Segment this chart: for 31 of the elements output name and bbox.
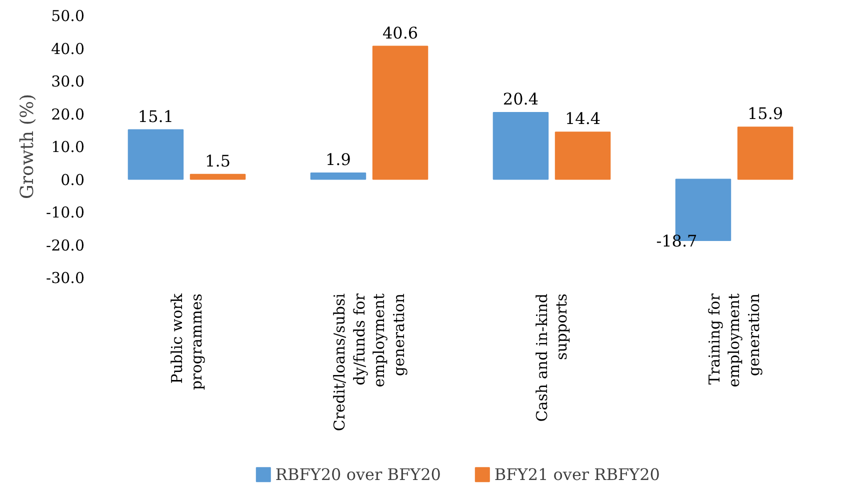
data-label: 1.5	[205, 151, 231, 170]
legend-label: RBFY20 over BFY20	[275, 465, 441, 484]
x-tick-label: Public work programmes	[168, 292, 206, 390]
data-label: 15.9	[747, 104, 784, 124]
data-label: 14.4	[564, 109, 601, 128]
data-label: 15.1	[138, 106, 174, 126]
y-tick-label: 50.0	[51, 7, 85, 25]
y-tick-label: -10.0	[46, 204, 84, 222]
y-axis-title: Growth (%)	[17, 94, 38, 199]
y-tick-label: 30.0	[51, 72, 85, 90]
legend-label: BFY21 over RBFY20	[494, 465, 660, 484]
y-tick-label: -30.0	[46, 269, 84, 287]
bar	[190, 174, 246, 180]
x-tick-label: Credit/loans/subsi dy/funds for employment generation	[330, 292, 408, 432]
y-tick-label: -20.0	[46, 236, 84, 254]
data-label: 40.6	[382, 23, 418, 42]
bar	[372, 46, 428, 180]
data-label: 1.9	[326, 150, 351, 170]
x-tick-label: Training for employment generation	[705, 292, 764, 388]
y-tick-label: 40.0	[51, 40, 85, 58]
bar	[310, 172, 366, 180]
x-tick-label: Cash and in-kind supports	[532, 293, 571, 422]
y-tick-label: 10.0	[51, 138, 85, 156]
bar	[128, 129, 184, 180]
y-tick-label: 0.0	[60, 170, 85, 189]
data-label: -18.7	[656, 231, 698, 250]
bar	[492, 112, 549, 180]
bar	[737, 126, 794, 180]
data-label: 20.4	[502, 89, 539, 108]
bar	[554, 132, 611, 180]
y-tick-label: 20.0	[51, 105, 85, 124]
